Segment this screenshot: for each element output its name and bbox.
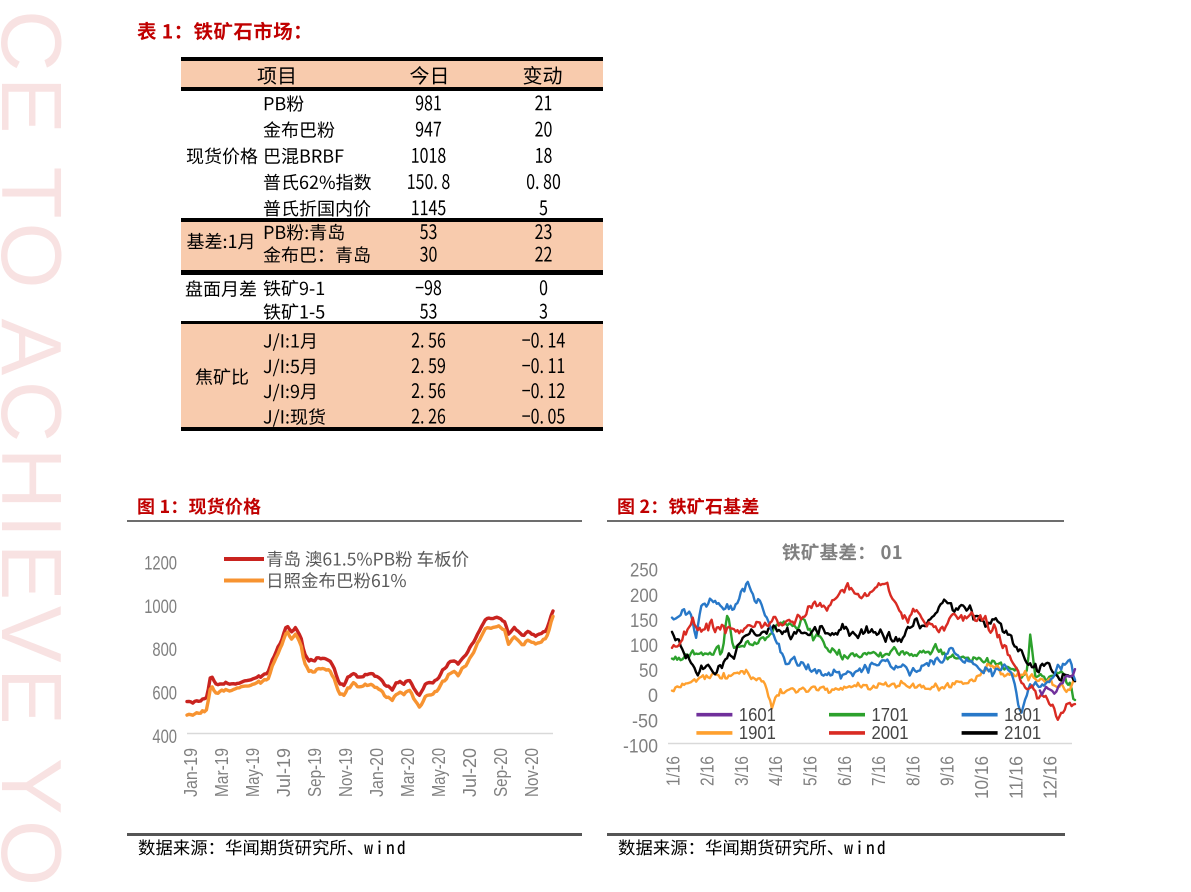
svg-text:200: 200 (630, 586, 658, 607)
svg-text:Mar-20: Mar-20 (398, 748, 418, 797)
svg-text:2101: 2101 (1004, 722, 1041, 743)
svg-text:1000: 1000 (144, 597, 177, 618)
svg-text:1901: 1901 (739, 722, 776, 743)
svg-text:2/16: 2/16 (698, 756, 718, 786)
svg-text:Jan-20: Jan-20 (367, 748, 387, 797)
svg-text:1801: 1801 (1004, 704, 1041, 725)
svg-text:1701: 1701 (872, 704, 909, 725)
svg-text:May-20: May-20 (429, 748, 449, 797)
svg-text:800: 800 (152, 640, 177, 661)
svg-text:8/16: 8/16 (903, 756, 923, 786)
svg-text:100: 100 (630, 636, 658, 657)
svg-text:50: 50 (639, 661, 658, 682)
svg-text:Mar-19: Mar-19 (212, 748, 232, 797)
svg-text:May-19: May-19 (243, 748, 263, 797)
svg-text:250: 250 (630, 561, 658, 582)
svg-text:3/16: 3/16 (732, 756, 752, 786)
svg-text:Jan-19: Jan-19 (181, 748, 201, 797)
svg-text:7/16: 7/16 (869, 756, 889, 786)
svg-text:Sep-20: Sep-20 (491, 748, 511, 797)
svg-text:1601: 1601 (739, 704, 776, 725)
svg-text:600: 600 (152, 684, 177, 705)
svg-text:6/16: 6/16 (835, 756, 855, 786)
svg-text:150: 150 (630, 611, 658, 632)
svg-text:Nov-20: Nov-20 (522, 748, 542, 797)
svg-text:12/16: 12/16 (1041, 756, 1061, 799)
svg-text:-100: -100 (623, 736, 658, 757)
svg-text:0: 0 (648, 686, 658, 707)
svg-text:Jul-19: Jul-19 (274, 748, 294, 797)
svg-text:400: 400 (152, 727, 177, 748)
svg-text:1200: 1200 (144, 553, 177, 574)
svg-text:1/16: 1/16 (663, 756, 683, 786)
svg-text:9/16: 9/16 (938, 756, 958, 786)
svg-text:Sep-19: Sep-19 (305, 748, 325, 797)
svg-text:Jul-20: Jul-20 (460, 748, 480, 797)
svg-text:Nov-19: Nov-19 (336, 748, 356, 797)
svg-text:2001: 2001 (872, 722, 909, 743)
svg-text:-50: -50 (632, 711, 658, 732)
svg-text:11/16: 11/16 (1006, 756, 1026, 799)
svg-text:5/16: 5/16 (801, 756, 821, 786)
svg-text:4/16: 4/16 (766, 756, 786, 786)
svg-text:10/16: 10/16 (972, 756, 992, 799)
